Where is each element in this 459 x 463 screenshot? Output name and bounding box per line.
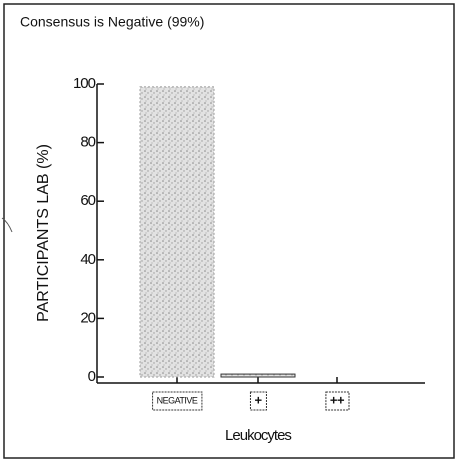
x-tick-label: ++ xyxy=(330,392,345,407)
chart-title: Consensus is Negative (99%) xyxy=(20,14,204,30)
y-tick-label: 100 xyxy=(73,75,96,92)
frame-mark xyxy=(1,217,13,233)
x-tick-box xyxy=(325,391,350,411)
x-tick-box xyxy=(249,391,267,411)
y-tick-label: 40 xyxy=(80,251,95,268)
x-tick-label: NEGATIVE xyxy=(157,395,198,405)
y-tick-label: 60 xyxy=(80,192,95,209)
bar xyxy=(139,86,215,378)
y-tick-label: 20 xyxy=(80,309,95,326)
x-axis-label: Leukocytes xyxy=(225,427,291,444)
x-tick-box xyxy=(152,391,203,411)
y-tick-label: 0 xyxy=(88,368,96,385)
y-axis-label: PARTICIPANTS LAB (%) xyxy=(35,144,52,322)
x-tick-label: + xyxy=(254,392,262,407)
frame xyxy=(3,3,455,459)
bar xyxy=(220,373,296,378)
y-tick-label: 80 xyxy=(80,134,95,151)
